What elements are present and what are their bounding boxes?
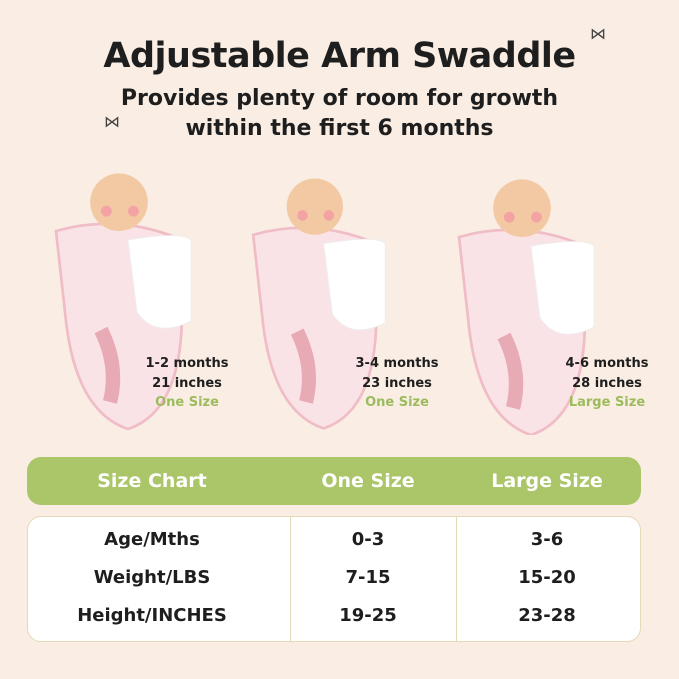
size-label: Large Size [568, 395, 646, 410]
column-divider [456, 516, 457, 642]
age-range: 3-4 months [355, 356, 439, 371]
table-cell: Height/INCHES [77, 605, 227, 626]
table-cell: 19-25 [339, 605, 397, 626]
swaddle-illustration-large [457, 179, 595, 435]
header-one-size: One Size [321, 470, 415, 492]
size-table-header [27, 457, 641, 505]
length: 28 inches [572, 375, 642, 391]
butterfly-icon: ⋈ [104, 112, 120, 131]
subtitle-line-2: within the first 6 months [185, 116, 494, 141]
table-cell: 7-15 [345, 567, 391, 588]
table-cell: 0-3 [351, 529, 385, 550]
age-range: 4-6 months [565, 356, 649, 371]
header-large-size: Large Size [491, 470, 603, 492]
size-label: One Size [155, 395, 219, 410]
length: 21 inches [152, 375, 222, 391]
table-cell: 3-6 [530, 529, 564, 550]
size-table-body [27, 516, 641, 642]
subtitle-line-1: Provides plenty of room for growth [120, 86, 559, 111]
swaddle-illustration-medium [251, 178, 386, 430]
table-cell: Weight/LBS [93, 567, 211, 588]
length: 23 inches [362, 375, 432, 391]
table-cell: 23-28 [518, 605, 576, 626]
size-label: One Size [365, 395, 429, 410]
swaddle-illustration-small [54, 173, 192, 430]
page-title: Adjustable Arm Swaddle [103, 36, 576, 76]
table-cell: 15-20 [518, 567, 576, 588]
butterfly-icon: ⋈ [590, 24, 606, 43]
age-range: 1-2 months [145, 356, 229, 371]
column-divider [290, 516, 291, 642]
size-caption-2: 3-4 months 23 inches One Size [332, 354, 462, 413]
header-size-chart: Size Chart [97, 470, 207, 492]
table-cell: Age/Mths [104, 529, 200, 550]
size-caption-1: 1-2 months 21 inches One Size [122, 354, 252, 413]
size-caption-3: 4-6 months 28 inches Large Size [542, 354, 672, 413]
